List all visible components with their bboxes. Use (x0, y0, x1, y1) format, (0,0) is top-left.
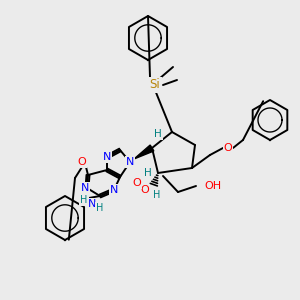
Text: H: H (154, 129, 162, 139)
Text: H: H (80, 195, 88, 205)
Text: Si: Si (150, 79, 160, 92)
Text: N: N (110, 185, 118, 195)
Text: O: O (141, 185, 149, 195)
Text: N: N (126, 157, 134, 167)
Text: OH: OH (204, 181, 221, 191)
Text: H: H (153, 190, 161, 200)
Text: N: N (103, 152, 111, 162)
Text: N: N (88, 199, 96, 209)
Text: H: H (144, 168, 152, 178)
Text: O: O (133, 178, 141, 188)
Text: O: O (78, 157, 86, 167)
Text: H: H (96, 203, 104, 213)
Text: N: N (81, 183, 89, 193)
Text: O: O (224, 143, 232, 153)
Polygon shape (134, 145, 154, 159)
